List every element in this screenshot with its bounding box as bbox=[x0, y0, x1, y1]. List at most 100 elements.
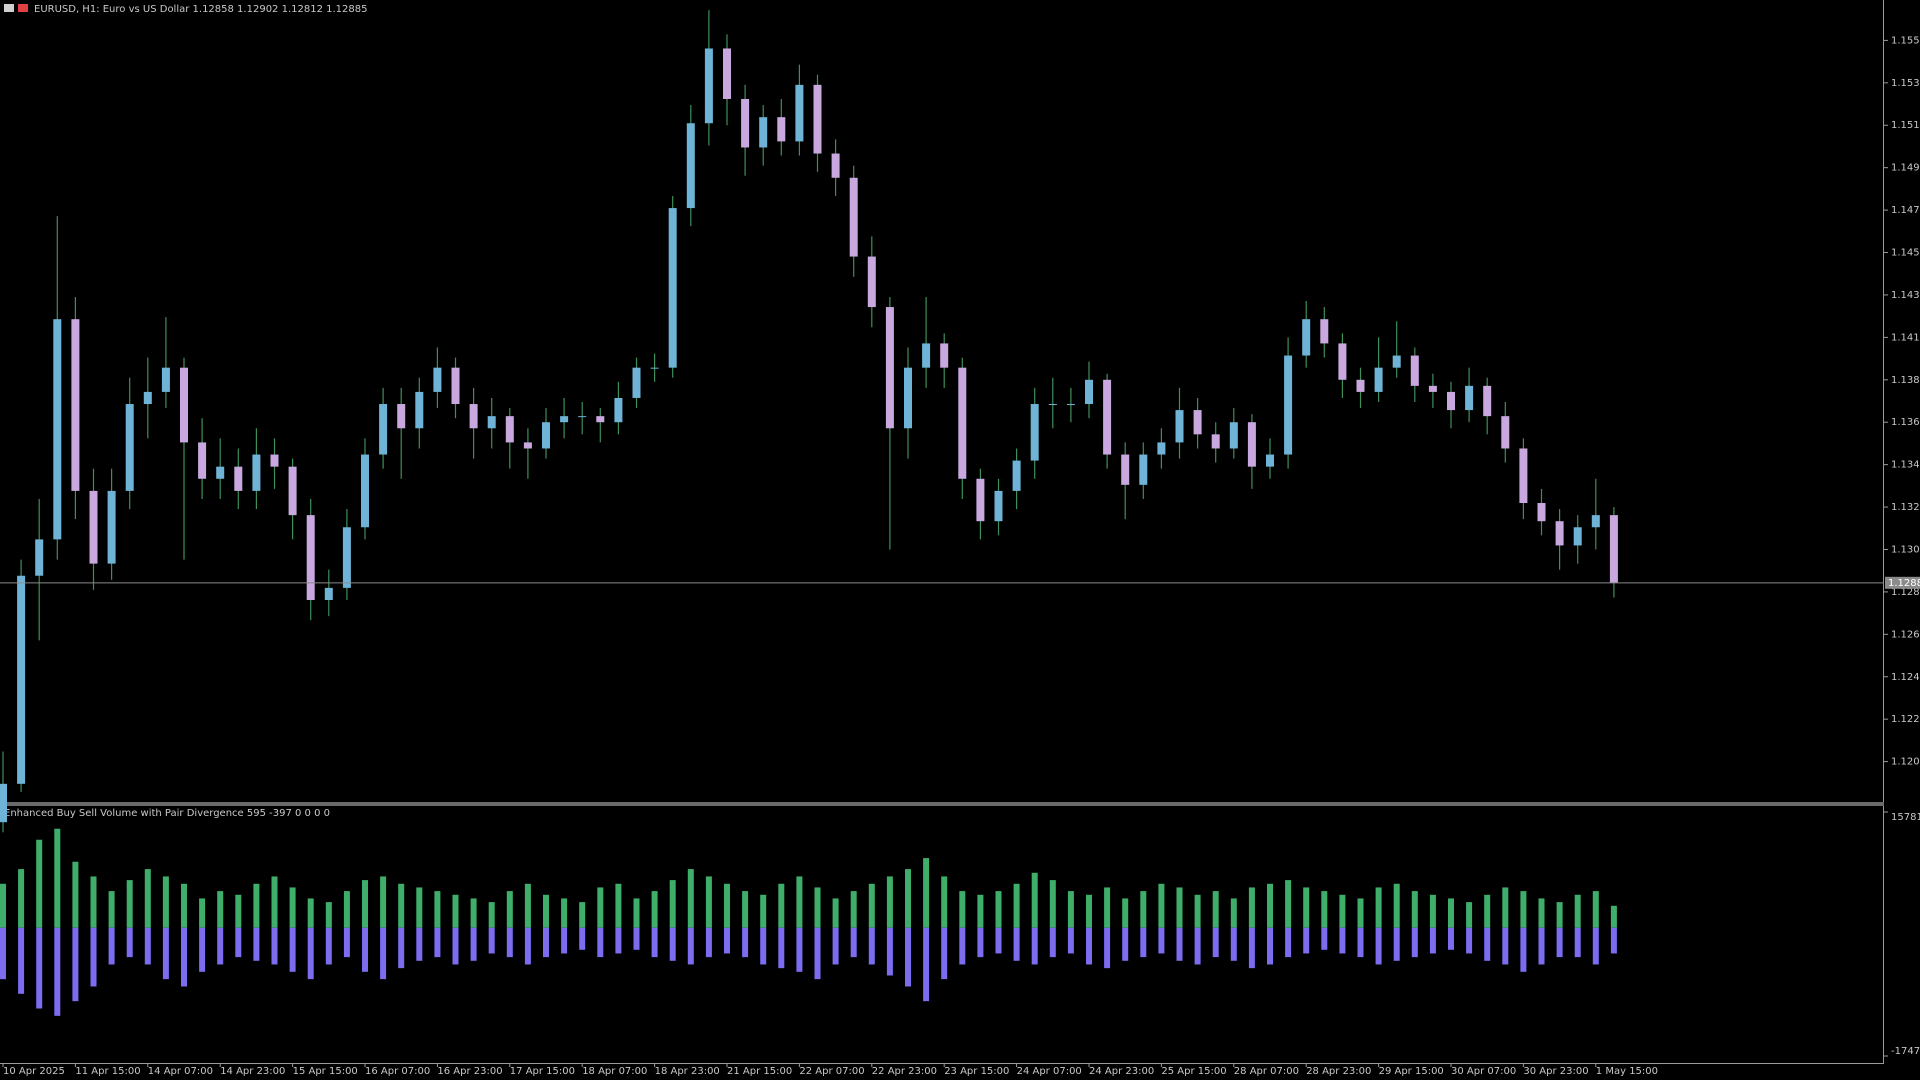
volume-bar bbox=[687, 869, 694, 928]
x-tick-label: 16 Apr 23:00 bbox=[437, 1066, 502, 1077]
volume-bar bbox=[18, 869, 25, 928]
candle-body bbox=[1392, 355, 1401, 368]
volume-bar bbox=[633, 927, 640, 950]
volume-bar bbox=[18, 927, 25, 994]
volume-bar bbox=[1158, 883, 1165, 928]
volume-bar bbox=[1429, 894, 1436, 928]
volume-bar bbox=[217, 891, 224, 928]
x-tick-label: 11 Apr 15:00 bbox=[75, 1066, 140, 1077]
volume-bar bbox=[362, 880, 368, 928]
candle-body bbox=[686, 123, 695, 209]
volume-bar bbox=[1538, 927, 1545, 965]
candle-body bbox=[505, 416, 514, 443]
volume-bar bbox=[1375, 887, 1382, 928]
volume-bar bbox=[434, 891, 441, 928]
candle-body bbox=[542, 422, 550, 449]
candle-body bbox=[1284, 355, 1293, 455]
candle-body bbox=[614, 397, 623, 423]
volume-bar bbox=[905, 927, 911, 987]
candle-body bbox=[904, 367, 912, 429]
volume-bar bbox=[1176, 927, 1183, 961]
volume-bar bbox=[253, 883, 260, 928]
candle-body bbox=[180, 367, 188, 443]
candle-body bbox=[578, 416, 587, 418]
symbol-icon[interactable] bbox=[18, 4, 28, 12]
volume-bar bbox=[597, 927, 604, 958]
candle-body bbox=[1537, 503, 1546, 522]
volume-bar bbox=[1158, 927, 1165, 954]
candle-body bbox=[1302, 319, 1311, 356]
volume-bar bbox=[543, 894, 549, 928]
candle-body bbox=[361, 454, 369, 528]
volume-bar bbox=[506, 927, 513, 958]
volume-bar bbox=[325, 927, 332, 965]
volume-bar bbox=[289, 927, 296, 972]
volume-bar bbox=[1484, 894, 1491, 928]
volume-bar bbox=[1502, 927, 1509, 965]
y-tick-label: 1.14100 bbox=[1891, 332, 1920, 343]
candle-body bbox=[1320, 319, 1329, 344]
candle-body bbox=[1066, 404, 1075, 406]
candle-body bbox=[885, 307, 894, 429]
volume-bar bbox=[488, 927, 495, 954]
volume-bar bbox=[868, 883, 875, 928]
x-tick-label: 14 Apr 07:00 bbox=[148, 1066, 213, 1077]
volume-bar bbox=[1484, 927, 1491, 961]
volume-bar bbox=[1140, 927, 1147, 958]
volume-bar bbox=[796, 876, 803, 928]
volume-bar bbox=[1466, 927, 1473, 954]
volume-bar bbox=[1212, 891, 1219, 928]
volume-bar bbox=[1574, 927, 1581, 958]
volume-bar bbox=[1556, 902, 1563, 928]
volume-bar bbox=[126, 927, 133, 958]
candle-body bbox=[107, 490, 116, 564]
volume-bar bbox=[1013, 883, 1020, 928]
volume-bar bbox=[1339, 894, 1346, 928]
candle-body bbox=[1519, 448, 1528, 504]
candle-body bbox=[415, 391, 424, 429]
volume-bar bbox=[181, 883, 187, 928]
volume-bar bbox=[162, 876, 169, 928]
volume-bar bbox=[506, 891, 513, 928]
x-tick-label: 22 Apr 07:00 bbox=[799, 1066, 864, 1077]
menu-icon[interactable] bbox=[4, 4, 14, 12]
x-tick-label: 28 Apr 07:00 bbox=[1234, 1066, 1299, 1077]
candle-body bbox=[1374, 367, 1383, 392]
x-tick-label: 1 May 15:00 bbox=[1596, 1066, 1658, 1077]
volume-bar bbox=[850, 891, 857, 928]
y-tick-label: 1.12000 bbox=[1891, 757, 1920, 768]
volume-bar bbox=[1230, 927, 1237, 961]
volume-bar bbox=[343, 927, 350, 958]
y-tick-label: 1.13050 bbox=[1891, 544, 1920, 555]
candle-body bbox=[596, 416, 605, 423]
volume-bar bbox=[307, 927, 314, 980]
candle-body bbox=[1428, 385, 1437, 392]
volume-bar bbox=[452, 927, 459, 965]
volume-bar bbox=[36, 927, 43, 1009]
candle-body bbox=[523, 442, 532, 449]
volume-bar bbox=[271, 876, 278, 928]
candle-body bbox=[1591, 515, 1600, 528]
volume-bar bbox=[1429, 927, 1436, 954]
volume-bar bbox=[669, 927, 676, 961]
volume-bar bbox=[1520, 891, 1527, 928]
candle-body bbox=[1266, 454, 1274, 467]
candle-body bbox=[668, 208, 677, 368]
volume-bar bbox=[886, 876, 893, 928]
x-tick-label: 30 Apr 23:00 bbox=[1523, 1066, 1588, 1077]
candle-body bbox=[741, 98, 750, 148]
volume-bar bbox=[1357, 898, 1364, 928]
volume-bar bbox=[1375, 927, 1382, 965]
indicator-title: Enhanced Buy Sell Volume with Pair Diver… bbox=[4, 808, 330, 819]
volume-bar bbox=[1502, 887, 1509, 928]
volume-bar bbox=[814, 927, 821, 980]
volume-bar bbox=[579, 927, 586, 950]
volume-bar bbox=[886, 927, 893, 976]
candle-body bbox=[795, 84, 804, 142]
candle-body bbox=[1555, 521, 1564, 546]
candle-body bbox=[0, 783, 7, 823]
volume-bar bbox=[362, 927, 368, 972]
pane-separator bbox=[0, 802, 1884, 806]
volume-bar bbox=[217, 927, 224, 965]
